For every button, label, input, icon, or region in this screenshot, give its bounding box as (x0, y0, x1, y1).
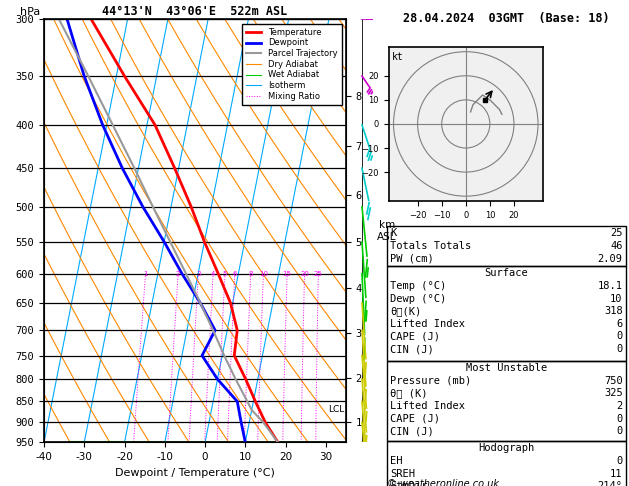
Text: CAPE (J): CAPE (J) (390, 414, 440, 424)
Text: CAPE (J): CAPE (J) (390, 331, 440, 342)
Text: 18.1: 18.1 (598, 281, 623, 291)
Text: EH: EH (390, 456, 403, 466)
Text: 15: 15 (282, 271, 292, 278)
Text: © weatheronline.co.uk: © weatheronline.co.uk (387, 479, 499, 486)
Text: 10: 10 (259, 271, 268, 278)
Text: 0: 0 (616, 331, 623, 342)
Text: 25: 25 (610, 228, 623, 239)
Text: 11: 11 (610, 469, 623, 479)
Text: Lifted Index: Lifted Index (390, 401, 465, 411)
Text: 325: 325 (604, 388, 623, 399)
Text: kt: kt (392, 52, 404, 62)
Text: StmDir: StmDir (390, 481, 428, 486)
Text: θᴇ (K): θᴇ (K) (390, 388, 428, 399)
Text: Temp (°C): Temp (°C) (390, 281, 446, 291)
Title: 44°13'N  43°06'E  522m ASL: 44°13'N 43°06'E 522m ASL (103, 5, 287, 18)
Text: SREH: SREH (390, 469, 415, 479)
Text: 0: 0 (616, 426, 623, 436)
Text: 2: 2 (616, 401, 623, 411)
Text: hPa: hPa (20, 7, 40, 17)
Text: 8: 8 (248, 271, 253, 278)
Text: Most Unstable: Most Unstable (465, 363, 547, 373)
Text: 0: 0 (616, 456, 623, 466)
Text: 750: 750 (604, 376, 623, 386)
Text: 5: 5 (223, 271, 227, 278)
Text: 1: 1 (143, 271, 148, 278)
Text: K: K (390, 228, 396, 239)
Text: 4: 4 (211, 271, 215, 278)
Text: Dewp (°C): Dewp (°C) (390, 294, 446, 304)
Text: 6: 6 (233, 271, 237, 278)
Text: CIN (J): CIN (J) (390, 344, 434, 354)
Text: 2.09: 2.09 (598, 254, 623, 264)
Y-axis label: km
ASL: km ASL (377, 220, 397, 242)
Text: θᴇ(K): θᴇ(K) (390, 306, 421, 316)
Text: Hodograph: Hodograph (478, 443, 535, 453)
Text: 6: 6 (616, 319, 623, 329)
Text: Totals Totals: Totals Totals (390, 241, 471, 251)
Text: 214°: 214° (598, 481, 623, 486)
Text: PW (cm): PW (cm) (390, 254, 434, 264)
Text: 25: 25 (314, 271, 323, 278)
Text: 28.04.2024  03GMT  (Base: 18): 28.04.2024 03GMT (Base: 18) (403, 12, 610, 25)
Text: 0: 0 (616, 414, 623, 424)
Text: Lifted Index: Lifted Index (390, 319, 465, 329)
Text: LCL: LCL (328, 405, 344, 415)
Legend: Temperature, Dewpoint, Parcel Trajectory, Dry Adiabat, Wet Adiabat, Isotherm, Mi: Temperature, Dewpoint, Parcel Trajectory… (242, 24, 342, 105)
Text: 46: 46 (610, 241, 623, 251)
Text: 20: 20 (300, 271, 309, 278)
Text: Surface: Surface (484, 268, 528, 278)
Text: 318: 318 (604, 306, 623, 316)
Text: 2: 2 (176, 271, 181, 278)
Text: 0: 0 (616, 344, 623, 354)
Text: CIN (J): CIN (J) (390, 426, 434, 436)
X-axis label: Dewpoint / Temperature (°C): Dewpoint / Temperature (°C) (115, 468, 275, 478)
Text: 3: 3 (196, 271, 201, 278)
Text: Pressure (mb): Pressure (mb) (390, 376, 471, 386)
Text: 10: 10 (610, 294, 623, 304)
